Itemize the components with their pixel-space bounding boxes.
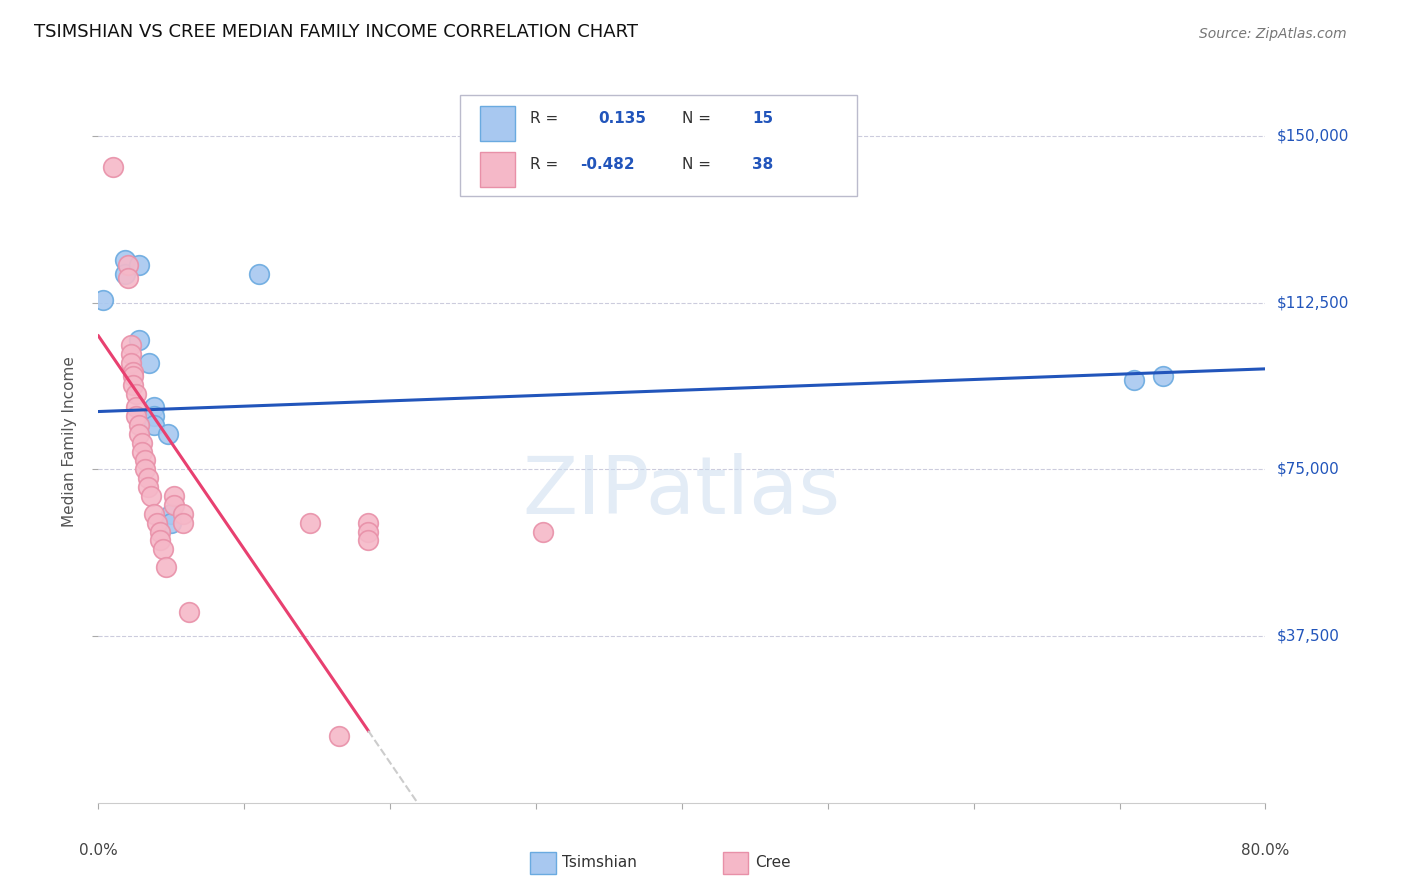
Point: [120, 347, 142, 361]
Point: [91, 293, 114, 308]
Point: [134, 453, 156, 467]
Bar: [723, 852, 748, 873]
Point: [357, 516, 380, 530]
Point: [117, 258, 139, 272]
Text: R =: R =: [530, 157, 564, 171]
Point: [155, 560, 177, 574]
Point: [114, 267, 136, 281]
Point: [122, 364, 145, 378]
Point: [1152, 368, 1174, 383]
Point: [177, 605, 200, 619]
Text: R =: R =: [530, 111, 564, 126]
Point: [117, 271, 139, 285]
Point: [128, 417, 150, 432]
Text: TSIMSHIAN VS CREE MEDIAN FAMILY INCOME CORRELATION CHART: TSIMSHIAN VS CREE MEDIAN FAMILY INCOME C…: [34, 22, 638, 40]
Point: [136, 471, 159, 485]
Text: $112,500: $112,500: [1277, 295, 1348, 310]
Text: 0.135: 0.135: [598, 111, 645, 126]
Point: [122, 377, 145, 392]
Y-axis label: Median Family Income: Median Family Income: [62, 356, 77, 527]
Point: [146, 516, 169, 530]
Point: [172, 507, 194, 521]
Text: 15: 15: [752, 111, 773, 126]
Point: [160, 516, 183, 530]
Point: [125, 386, 148, 401]
Point: [160, 507, 183, 521]
Point: [134, 462, 156, 476]
Point: [357, 533, 380, 548]
Point: [163, 498, 186, 512]
Text: Cree: Cree: [755, 855, 792, 871]
Text: N =: N =: [682, 111, 716, 126]
Point: [139, 489, 162, 503]
Point: [128, 258, 150, 272]
Point: [120, 338, 142, 352]
Point: [328, 729, 350, 743]
Point: [122, 368, 145, 383]
Point: [136, 480, 159, 494]
Point: [128, 334, 150, 348]
Point: [131, 444, 153, 458]
Point: [120, 356, 142, 370]
Point: [125, 409, 148, 423]
Point: [157, 426, 180, 441]
Point: [172, 516, 194, 530]
Text: $37,500: $37,500: [1277, 629, 1340, 643]
Point: [128, 426, 150, 441]
Text: 38: 38: [752, 157, 773, 171]
Text: Tsimshian: Tsimshian: [562, 855, 637, 871]
Point: [138, 356, 160, 370]
Text: $150,000: $150,000: [1277, 128, 1348, 144]
Text: -0.482: -0.482: [581, 157, 636, 171]
Point: [149, 524, 172, 539]
Text: Source: ZipAtlas.com: Source: ZipAtlas.com: [1199, 27, 1347, 40]
Point: [131, 435, 153, 450]
Point: [125, 400, 148, 414]
Point: [142, 417, 165, 432]
Point: [1123, 373, 1146, 387]
Text: ZIPatlas: ZIPatlas: [523, 453, 841, 531]
Bar: [479, 152, 515, 186]
Point: [163, 489, 186, 503]
Point: [357, 524, 380, 539]
Bar: [530, 852, 555, 873]
Point: [247, 267, 270, 281]
Text: $75,000: $75,000: [1277, 462, 1340, 477]
Point: [114, 253, 136, 268]
Text: N =: N =: [682, 157, 716, 171]
FancyBboxPatch shape: [460, 95, 858, 196]
Text: 0.0%: 0.0%: [79, 843, 118, 858]
Point: [298, 516, 321, 530]
Point: [101, 160, 124, 174]
Point: [142, 507, 165, 521]
Point: [152, 542, 174, 557]
Point: [531, 524, 554, 539]
Bar: [479, 106, 515, 141]
Point: [142, 400, 165, 414]
Point: [149, 533, 172, 548]
Point: [142, 409, 165, 423]
Text: 80.0%: 80.0%: [1241, 843, 1289, 858]
